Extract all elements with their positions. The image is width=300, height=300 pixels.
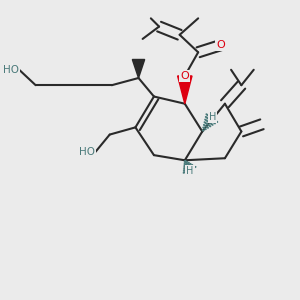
Text: H: H — [209, 112, 216, 122]
Polygon shape — [178, 76, 192, 104]
Text: H: H — [186, 166, 194, 176]
Text: O: O — [216, 40, 225, 50]
Polygon shape — [132, 59, 145, 78]
Text: HO: HO — [79, 147, 95, 157]
Text: HO: HO — [3, 65, 19, 75]
Text: O: O — [180, 71, 189, 81]
